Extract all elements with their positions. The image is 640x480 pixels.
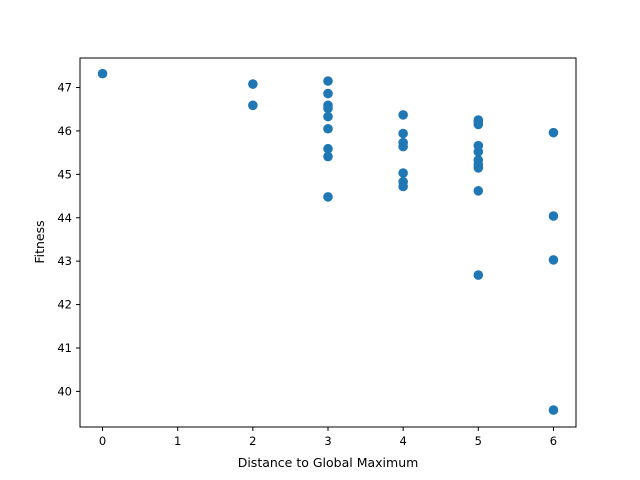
- data-point: [323, 151, 333, 162]
- data-point: [473, 163, 484, 173]
- y-tick-label: 47: [57, 81, 72, 95]
- data-point: [398, 168, 408, 178]
- data-point: [548, 405, 559, 415]
- data-point: [548, 211, 559, 221]
- y-tick-label: 46: [57, 124, 72, 138]
- data-point: [473, 186, 484, 196]
- x-axis-ticks: 0 1 2 3 4 5 6: [99, 427, 557, 448]
- x-tick-label: 5: [475, 434, 482, 448]
- data-point: [323, 103, 333, 114]
- x-tick-label: 6: [550, 434, 557, 448]
- y-tick-label: 42: [57, 298, 72, 312]
- y-tick-label: 41: [57, 341, 72, 355]
- data-point: [548, 127, 559, 138]
- data-point: [323, 123, 333, 134]
- data-point: [323, 143, 333, 154]
- data-point: [473, 146, 484, 157]
- x-tick-label: 3: [324, 434, 331, 448]
- y-axis-ticks: 40 41 42 43 44 45 46 47: [57, 81, 80, 398]
- x-tick-label: 0: [99, 434, 106, 448]
- data-point: [398, 181, 408, 192]
- x-tick-label: 4: [399, 434, 406, 448]
- data-point: [473, 270, 484, 280]
- x-tick-label: 1: [174, 434, 181, 448]
- y-axis-label: Fitness: [32, 220, 47, 263]
- data-point: [323, 111, 333, 122]
- y-tick-label: 44: [57, 211, 72, 225]
- data-point: [398, 110, 408, 120]
- data-point: [323, 88, 333, 99]
- data-point: [248, 79, 258, 89]
- data-point: [548, 255, 559, 265]
- data-point: [398, 128, 408, 139]
- data-point: [323, 76, 333, 86]
- data-point: [97, 68, 108, 79]
- data-point: [473, 119, 484, 130]
- x-axis-label: Distance to Global Maximum: [238, 455, 419, 470]
- y-tick-label: 40: [57, 384, 72, 398]
- y-tick-label: 43: [57, 254, 72, 268]
- y-tick-label: 45: [57, 167, 72, 181]
- data-point: [323, 192, 333, 202]
- data-point: [398, 141, 408, 152]
- data-point: [248, 100, 258, 111]
- x-tick-label: 2: [249, 434, 256, 448]
- data-points: [97, 68, 559, 415]
